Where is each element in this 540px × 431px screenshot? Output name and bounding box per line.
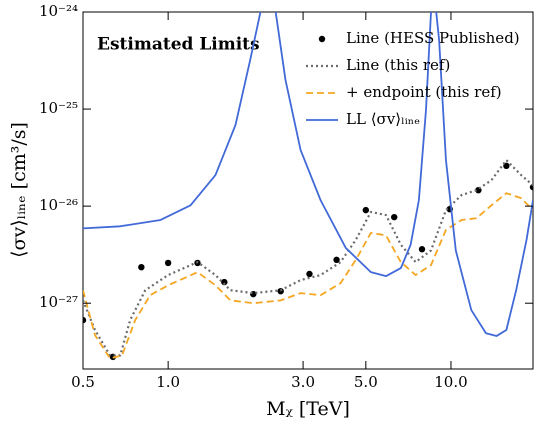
data-point bbox=[503, 162, 510, 170]
legend-label: Line (this ref) bbox=[346, 56, 450, 74]
data-point bbox=[306, 270, 313, 278]
y-tick-label: 10⁻²⁵ bbox=[39, 99, 78, 117]
x-tick-label: 5.0 bbox=[354, 373, 378, 391]
plot-area bbox=[83, 12, 533, 361]
x-tick-label: 3.0 bbox=[291, 373, 315, 391]
data-point bbox=[391, 213, 398, 221]
series-line bbox=[83, 159, 533, 357]
legend-label: + endpoint (this ref) bbox=[346, 83, 502, 101]
x-tick-label: 10.0 bbox=[434, 373, 467, 391]
legend-label: LL ⟨σv⟩ₗᵢₙₑ bbox=[346, 110, 420, 128]
series-line bbox=[83, 12, 533, 337]
data-point bbox=[138, 263, 145, 271]
x-axis-label: Mᵪ [TeV] bbox=[266, 398, 350, 420]
x-tick-label: 0.5 bbox=[71, 373, 95, 391]
legend-label: Line (HESS Published) bbox=[346, 29, 520, 47]
y-tick-label: 10⁻²⁴ bbox=[39, 2, 78, 20]
data-point bbox=[333, 256, 340, 264]
annotation: Estimated Limits bbox=[97, 35, 260, 55]
data-point bbox=[83, 316, 87, 324]
y-tick-label: 10⁻²⁶ bbox=[39, 196, 78, 214]
y-axis-label: ⟨σv⟩ₗᵢₙₑ [cm³/s] bbox=[8, 122, 30, 258]
legend-marker bbox=[318, 35, 326, 43]
data-point bbox=[418, 246, 426, 253]
plot-frame bbox=[82, 11, 534, 370]
series-line bbox=[83, 192, 533, 360]
y-tick-label: 10⁻²⁷ bbox=[39, 293, 78, 311]
data-point bbox=[164, 259, 172, 267]
x-tick-label: 1.0 bbox=[156, 373, 180, 391]
data-point bbox=[221, 278, 228, 286]
data-point bbox=[362, 206, 370, 214]
